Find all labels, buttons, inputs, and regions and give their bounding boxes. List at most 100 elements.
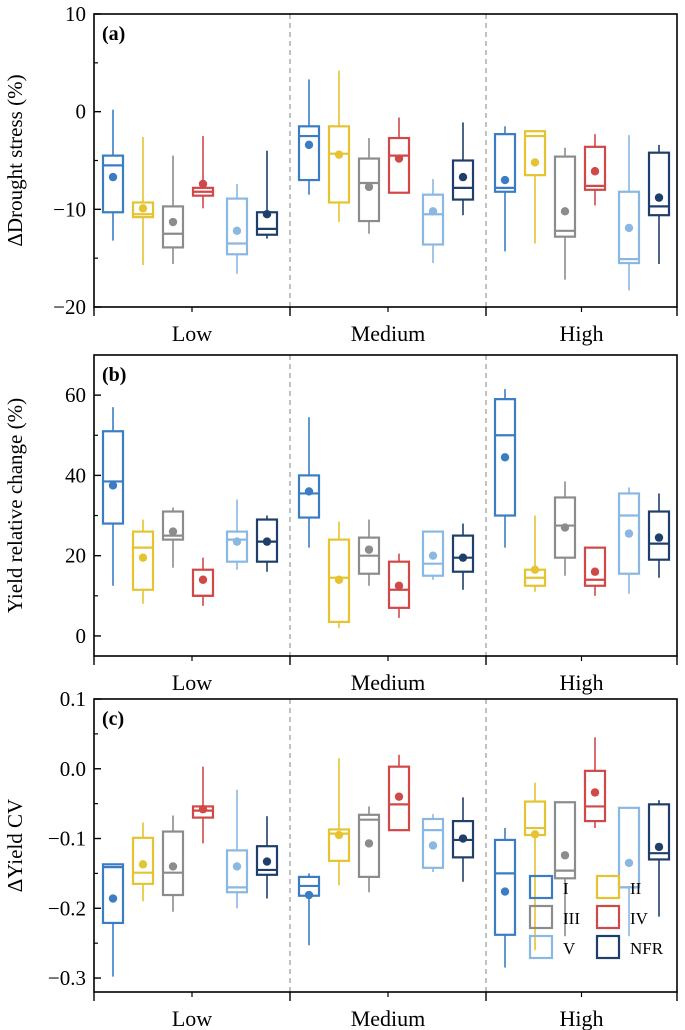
box-mean-dot	[138, 553, 148, 562]
x-category-label: Medium	[351, 321, 426, 346]
box-nfr-low	[255, 150, 279, 239]
box-iqr	[553, 801, 577, 880]
box-iqr	[421, 530, 445, 577]
legend-label: II	[630, 879, 642, 898]
box-iii-high	[553, 147, 577, 280]
box-i-low	[101, 863, 125, 977]
box-iqr	[553, 496, 577, 559]
box-iqr	[493, 398, 517, 517]
x-category-label: Medium	[351, 670, 426, 695]
box-mean-dot	[168, 527, 178, 536]
box-iqr	[131, 201, 155, 219]
plot-frame	[93, 13, 678, 308]
box-mean-dot	[198, 575, 208, 584]
box-ii-medium	[327, 70, 351, 223]
legend-label: III	[563, 909, 580, 928]
legend-swatch	[595, 904, 621, 930]
box-iv-high	[583, 134, 607, 206]
box-iqr	[617, 492, 641, 575]
panel-c: 0.1 0.0 −0.1 −0.2 −0.3 Low Medium High (c) ΔYield…	[3, 687, 678, 1030]
legend-item-nfr: NFR	[595, 934, 664, 960]
y-tick-label: 40	[65, 463, 86, 487]
box-mean-dot	[304, 140, 314, 150]
box-ii-medium	[327, 758, 351, 886]
x-category-label: High	[560, 321, 604, 346]
legend-swatch	[528, 904, 554, 930]
x-category-label: High	[560, 1006, 604, 1030]
box-mean-dot	[624, 529, 634, 538]
box-mean-dot	[334, 830, 344, 840]
y-tick-label: 20	[65, 544, 86, 568]
x-category-label: Low	[172, 670, 212, 695]
box-mean-dot	[198, 805, 208, 814]
box-i-low	[101, 407, 125, 586]
box-iii-high	[553, 481, 577, 576]
panel-label: (a)	[102, 23, 125, 45]
y-tick-label: 0.1	[60, 687, 86, 711]
box-iqr	[493, 133, 517, 193]
box-mean-dot	[654, 842, 664, 852]
box-mean-dot	[428, 841, 438, 850]
box-nfr-high	[647, 800, 671, 917]
panel-label: (c)	[102, 708, 124, 730]
box-iqr	[101, 430, 125, 525]
legend-swatch	[528, 874, 554, 900]
box-i-medium	[297, 417, 321, 548]
y-tick-label: 10	[65, 2, 86, 26]
legend-item-iii: III	[528, 904, 580, 930]
box-mean-dot	[232, 537, 242, 546]
box-mean-dot	[394, 581, 404, 590]
box-iqr	[583, 145, 607, 191]
box-iqr	[357, 157, 381, 223]
box-iqr	[387, 560, 411, 609]
box-mean-dot	[108, 172, 118, 182]
box-mean-dot	[560, 207, 570, 216]
plot-frame	[93, 698, 678, 993]
box-mean-dot	[500, 175, 510, 185]
box-iqr	[225, 197, 249, 256]
box-mean-dot	[560, 851, 570, 860]
box-iqr	[583, 769, 607, 823]
legend-item-v: V	[528, 934, 576, 960]
box-iqr	[225, 530, 249, 563]
y-tick-label: −0.2	[48, 896, 86, 920]
box-i-high	[493, 389, 517, 548]
box-iv-low	[191, 766, 215, 844]
box-iii-low	[161, 815, 185, 912]
box-mean-dot	[500, 887, 510, 896]
x-category-label: Low	[172, 1006, 212, 1030]
box-iv-medium	[387, 553, 411, 618]
y-tick-label: 0	[76, 624, 87, 648]
box-v-high	[617, 806, 641, 937]
y-tick-label: 60	[65, 383, 86, 407]
box-ii-high	[523, 782, 547, 951]
box-iii-medium	[357, 519, 381, 586]
box-iv-high	[583, 546, 607, 596]
box-mean-dot	[458, 834, 468, 843]
box-v-medium	[421, 814, 445, 873]
legend-item-ii: II	[595, 874, 642, 900]
box-iqr	[421, 817, 445, 869]
box-nfr-low	[255, 816, 279, 899]
y-tick-label: −10	[53, 197, 86, 221]
legend-swatch	[528, 934, 554, 960]
box-ii-low	[131, 822, 155, 902]
box-iv-low	[191, 557, 215, 606]
x-category-label: Low	[172, 321, 212, 346]
box-iqr	[161, 510, 185, 541]
box-iqr	[255, 845, 279, 876]
box-iqr	[387, 765, 411, 832]
box-ii-medium	[327, 521, 351, 628]
box-mean-dot	[428, 551, 438, 560]
box-mean-dot	[530, 830, 540, 839]
legend-swatch	[595, 874, 621, 900]
box-mean-dot	[198, 179, 208, 189]
box-iqr	[131, 530, 155, 591]
box-mean-dot	[232, 862, 242, 871]
box-iqr	[327, 538, 351, 623]
box-v-medium	[421, 179, 445, 264]
box-iqr	[297, 474, 321, 519]
box-iqr	[647, 803, 671, 861]
box-mean-dot	[590, 167, 600, 176]
box-nfr-high	[647, 144, 671, 265]
